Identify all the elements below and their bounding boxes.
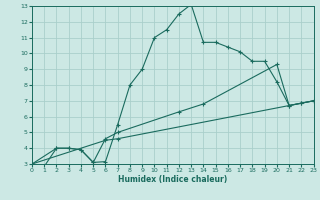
X-axis label: Humidex (Indice chaleur): Humidex (Indice chaleur) <box>118 175 228 184</box>
